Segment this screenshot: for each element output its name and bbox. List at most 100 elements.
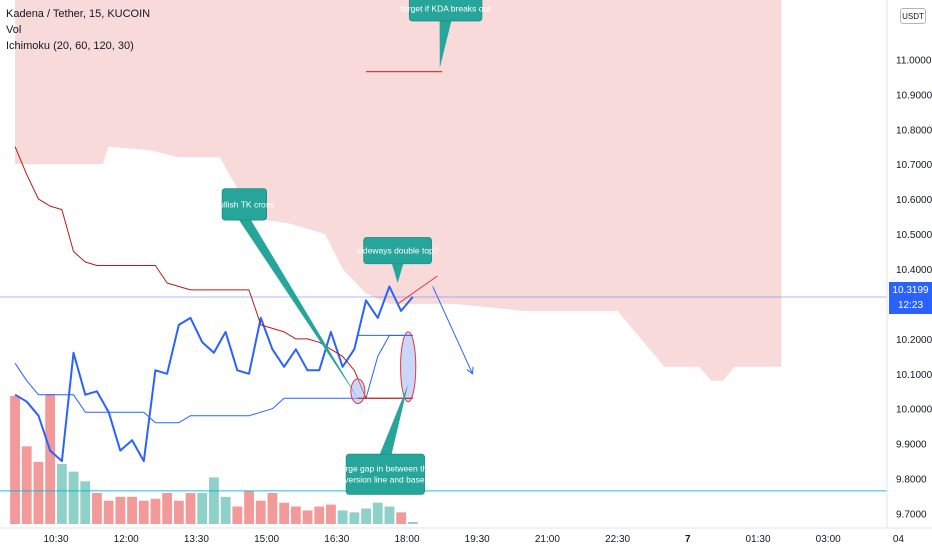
price-tick-label: 9.8000 [896, 475, 927, 486]
time-tick-label: 10:30 [43, 534, 68, 545]
time-tick-label: 12:00 [114, 534, 139, 545]
price-tick-label: 10.2000 [896, 335, 932, 346]
highlight-ellipse [400, 331, 417, 403]
volume-bar [232, 506, 243, 524]
volume-bar [138, 500, 149, 524]
callout-box [408, 0, 483, 22]
volume-bar [127, 496, 137, 524]
volume-bar [407, 522, 418, 524]
chart-legend: Kadena / Tether, 15, KUCOIN Vol Ichimoku… [6, 6, 150, 54]
series-lines [14, 146, 414, 463]
volume-bar [372, 502, 383, 524]
volume-bar [279, 502, 290, 524]
cloud-area [15, 0, 782, 381]
ichimoku-cloud [15, 0, 782, 381]
price-tick-label: 9.7000 [896, 510, 927, 521]
last-price-badge: 10.3199 12:23 [889, 282, 932, 314]
time-tick-label: 19:30 [465, 534, 490, 545]
volume-bar [92, 492, 102, 524]
price-tick-label: 10.9000 [896, 90, 932, 101]
callout-pointer [238, 219, 358, 399]
highlight-ellipse [350, 378, 366, 404]
callout-pointer [439, 19, 452, 69]
volume-bar [314, 506, 325, 524]
indicator-ichimoku[interactable]: Ichimoku (20, 60, 120, 30) [6, 40, 134, 52]
price-tick-label: 11.0000 [896, 55, 932, 66]
indicator-vol[interactable]: Vol [6, 24, 22, 36]
last-price-value: 10.3199 [892, 285, 929, 296]
horizontal-lines [0, 296, 887, 492]
time-tick-label: 15:00 [254, 534, 279, 545]
volume-bar [33, 461, 44, 524]
volume-bar [115, 496, 126, 524]
volume-bar [197, 492, 208, 524]
price-tick-label: 9.9000 [896, 440, 927, 451]
volume-bar [290, 506, 301, 524]
symbol-title[interactable]: Kadena / Tether, 15, KUCOIN [6, 8, 151, 20]
callout-text: target if KDA breaks out [401, 4, 491, 14]
volume-bar [21, 446, 32, 524]
volume-bar [56, 463, 67, 524]
price-tick-label: 10.7000 [896, 160, 932, 171]
drawings [350, 71, 474, 404]
price-axis-background [887, 0, 932, 550]
projection-arrow-head [466, 366, 474, 375]
callout-text: large gap in between the [339, 464, 432, 474]
volume-bar [45, 394, 56, 524]
time-tick-label: 04 [893, 534, 905, 545]
volume-bar [209, 477, 219, 524]
time-tick-label: 7 [685, 534, 691, 545]
callout-pointer [379, 384, 409, 456]
time-tick-label: 16:30 [324, 534, 349, 545]
volume-bar [396, 512, 407, 524]
volume-histogram [10, 394, 418, 524]
callout-box [345, 453, 425, 495]
volume-bar [68, 471, 79, 524]
currency-button[interactable]: USDT [900, 8, 926, 24]
annotations: target if KDA breaks out bullish TK cross… [214, 0, 491, 495]
price-axis: 11.0000 10.9000 10.8000 10.7000 10.6000 10.50… [886, 0, 932, 550]
callout-text: conversion line and base line [331, 475, 441, 485]
price-tick-label: 10.5000 [896, 230, 932, 241]
price-tick-label: 10.4000 [896, 265, 932, 276]
callout-text: bullish TK cross [214, 199, 274, 209]
volume-bar [162, 492, 173, 524]
volume-bar [384, 506, 395, 524]
time-axis: 10:30 12:00 13:30 15:00 16:30 18:00 19:30 21:00… [0, 527, 932, 550]
series-conversion-line [14, 334, 413, 424]
volume-bar [267, 492, 278, 524]
callout-pointer [391, 262, 404, 283]
projection-arrow-line [432, 286, 473, 374]
time-tick-label: 21:00 [535, 534, 560, 545]
volume-bar [150, 498, 161, 524]
price-tick-label: 10.8000 [896, 125, 932, 136]
volume-bar [326, 504, 336, 524]
time-tick-label: 18:00 [394, 534, 419, 545]
volume-bar [220, 496, 231, 524]
volume-bar [349, 512, 360, 524]
time-tick-label: 01:30 [745, 534, 770, 545]
volume-bar [10, 395, 20, 524]
volume-bar [361, 508, 371, 524]
price-tick-label: 10.6000 [896, 195, 932, 206]
time-axis-background [0, 528, 932, 550]
time-tick-label: 13:30 [184, 534, 209, 545]
bar-countdown: 12:23 [897, 300, 924, 311]
callout-text: sideways double top? [357, 246, 439, 256]
volume-bar [173, 500, 184, 524]
volume-bar [185, 492, 196, 524]
callout-box [221, 188, 267, 221]
volume-bar [337, 510, 348, 524]
volume-bar [103, 500, 114, 524]
time-tick-label: 22:30 [605, 534, 630, 545]
price-tick-label: 10.1000 [896, 370, 932, 381]
double-top-trendline [397, 275, 438, 305]
volume-bar [302, 510, 313, 524]
price-tick-label: 10.0000 [896, 405, 932, 416]
volume-bar [80, 481, 91, 524]
time-tick-label: 03:00 [816, 534, 841, 545]
series-base-line [14, 146, 413, 399]
volume-bar [244, 491, 254, 524]
volume-bar [255, 500, 266, 524]
